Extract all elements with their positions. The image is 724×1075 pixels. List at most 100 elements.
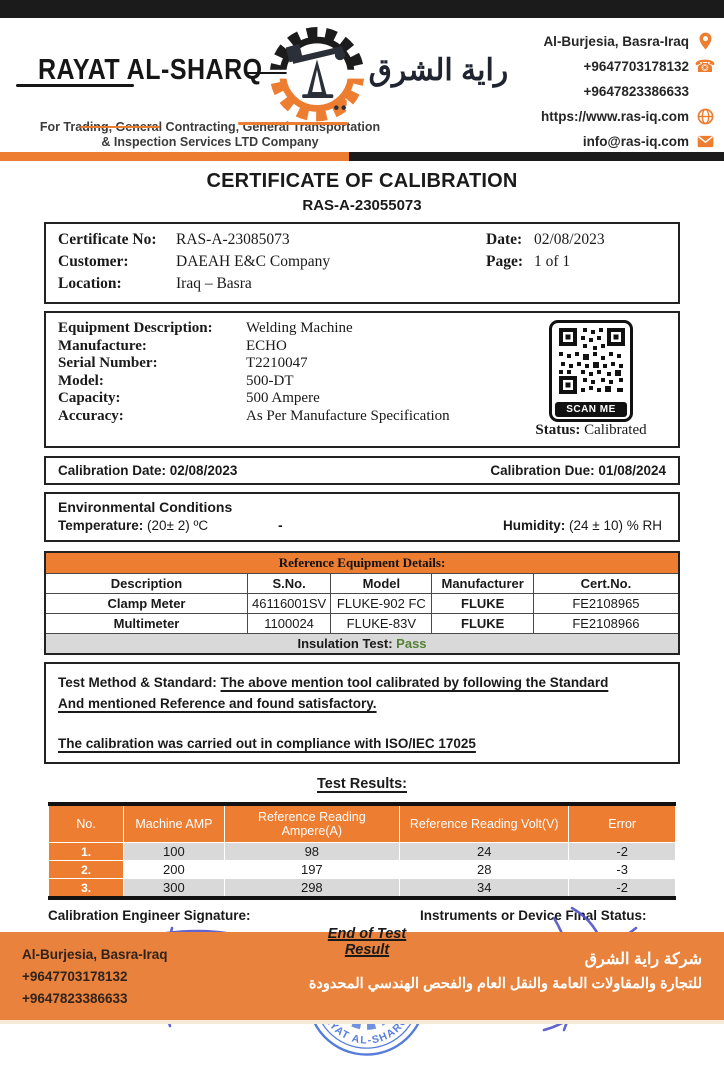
company-logo: RAYAT AL-SHARQ <box>10 22 508 152</box>
divider-black-segment <box>348 152 724 161</box>
test-method-line2: And mentioned Reference and found satisf… <box>58 693 666 714</box>
footer-phone2: +9647823386633 <box>22 991 128 1006</box>
qr-status-column: SCAN ME Status: Calibrated <box>516 320 666 439</box>
document-header: RAYAT AL-SHARQ <box>0 18 724 152</box>
tagline-line2: & Inspection Services LTD Company <box>101 135 319 149</box>
result3-no: 3. <box>47 878 125 899</box>
equipment-fields: Equipment Description: Welding Machine M… <box>58 320 516 439</box>
ref-row2-model: FLUKE-83V <box>330 613 433 634</box>
icon-spacer <box>696 82 714 100</box>
logo-text-en: RAYAT AL-SHARQ <box>38 53 263 86</box>
result3-volt: 34 <box>399 878 570 899</box>
reference-equipment-table: Reference Equipment Details: Description… <box>44 551 680 655</box>
contact-info: Al-Burjesia, Basra-Iraq +9647703178132 ☎… <box>541 22 716 152</box>
ref-row1-manufacturer: FLUKE <box>431 593 534 614</box>
contact-phone-1: +9647703178132 ☎ <box>541 55 716 77</box>
results-header-row: No. Machine AMP Reference Reading Ampere… <box>47 803 676 843</box>
footer-company-desc-ar: للتجارة والمقاولات العامة والنقل العام و… <box>308 976 702 992</box>
method-box-spacer <box>58 714 666 733</box>
capacity-row: Capacity: 500 Ampere <box>58 390 516 408</box>
logo-row: RAYAT AL-SHARQ <box>10 22 508 128</box>
manufacture-value: ECHO <box>246 337 287 354</box>
ref-row1-sno: 46116001SV <box>246 593 332 614</box>
contact-address-text: Al-Burjesia, Basra-Iraq <box>543 33 689 49</box>
model-row: Model: 500-DT <box>58 373 516 391</box>
page-value: 1 of 1 <box>534 253 571 270</box>
result1-no: 1. <box>47 842 125 861</box>
result1-amp: 100 <box>123 842 225 861</box>
logo-line-left <box>16 84 134 87</box>
certificate-no-label: Certificate No: <box>58 231 157 248</box>
certificate-no-value: RAS-A-23085073 <box>176 231 290 248</box>
certificate-info-right: Date: 02/08/2023 Page: 1 of 1 <box>486 229 666 295</box>
ref-row1-certno: FE2108965 <box>532 593 680 614</box>
serial-number-value: T2210047 <box>246 355 308 371</box>
contact-website[interactable]: https://www.ras-iq.com <box>541 105 714 127</box>
date-row: Date: 02/08/2023 <box>486 229 666 251</box>
col-description: Description <box>44 573 248 594</box>
humidity-value: (24 ± 10) % RH <box>569 518 662 533</box>
calibration-date-value: 02/08/2023 <box>169 463 238 478</box>
capacity-label: Capacity: <box>58 390 121 406</box>
insulation-test-label: Insulation Test <box>297 636 389 651</box>
divider-orange-segment <box>0 152 349 161</box>
header-divider-bar <box>0 152 724 161</box>
ref-row2-description: Multimeter <box>44 613 248 634</box>
humidity-pair: Humidity: (24 ± 10) % RH <box>503 518 666 533</box>
test-results-table: No. Machine AMP Reference Reading Ampere… <box>47 802 676 900</box>
location-row: Location: Iraq – Basra <box>58 273 486 295</box>
table-row: Clamp Meter 46116001SV FLUKE-902 FC FLUK… <box>44 593 680 614</box>
certificate-number-title: RAS-A-23055073 <box>302 197 422 214</box>
insulation-test-row: Insulation Test: Pass <box>44 633 680 655</box>
customer-value: DAEAH E&C Company <box>176 253 331 270</box>
top-black-bar <box>0 0 724 18</box>
equipment-description-label: Equipment Description: <box>58 320 213 336</box>
reference-title-row: Reference Equipment Details: <box>44 551 680 574</box>
ref-row2-sno: 1100024 <box>246 613 332 634</box>
footer-phone1: +9647703178132 <box>22 969 128 984</box>
date-label: Date: <box>486 231 523 248</box>
result3-error: -2 <box>568 878 676 899</box>
result1-volt: 24 <box>399 842 570 861</box>
test-method-label: Test Method & Standard: <box>58 675 217 690</box>
footer-company-name-ar: شركة راية الشرق <box>584 951 702 968</box>
col-manufacturer: Manufacturer <box>431 573 534 594</box>
col-model: Model <box>330 573 433 594</box>
customer-label: Customer: <box>58 253 129 270</box>
document-footer: Al-Burjesia, Basra-Iraq +9647703178132 +… <box>0 932 724 1024</box>
result1-ampere: 98 <box>223 842 401 861</box>
location-label: Location: <box>58 275 122 292</box>
result2-error: -3 <box>568 860 676 879</box>
contact-email[interactable]: info@ras-iq.com <box>541 130 714 152</box>
table-row: 1. 100 98 24 -2 <box>47 842 676 861</box>
calibration-date-label: Calibration Date: <box>58 463 167 478</box>
result2-no: 2. <box>47 860 125 879</box>
table-row: 3. 300 298 34 -2 <box>47 878 676 899</box>
status-value: Calibrated <box>584 422 647 438</box>
contact-email-text[interactable]: info@ras-iq.com <box>582 133 689 149</box>
temperature-label: Temperature: <box>58 518 144 533</box>
col-certno: Cert.No. <box>532 573 680 594</box>
qr-code[interactable]: SCAN ME <box>549 320 633 422</box>
footer-address: Al-Burjesia, Basra-Iraq <box>22 947 168 962</box>
location-pin-icon <box>696 32 714 50</box>
oil-pump-gear-icon <box>265 16 369 128</box>
calibration-date: Calibration Date: 02/08/2023 <box>58 463 237 478</box>
phone-icon: ☎ <box>694 56 716 76</box>
calibration-due: Calibration Due: 01/08/2024 <box>490 463 666 478</box>
temperature-value: (20± 2) ºC <box>147 518 209 533</box>
insulation-test-cell: Insulation Test: Pass <box>44 633 680 655</box>
contact-phone-2: +9647823386633 <box>541 80 714 102</box>
scan-me-label: SCAN ME <box>555 402 627 417</box>
test-results-heading: Test Results: <box>317 776 407 792</box>
engineer-signature-label: Calibration Engineer Signature: <box>48 908 251 923</box>
contact-address: Al-Burjesia, Basra-Iraq <box>541 30 714 52</box>
contact-website-text[interactable]: https://www.ras-iq.com <box>540 108 689 124</box>
col-ref-ampere: Reference Reading Ampere(A) <box>223 803 401 843</box>
col-machine-amp: Machine AMP <box>123 803 225 843</box>
model-value: 500-DT <box>246 372 294 389</box>
capacity-value: 500 Ampere <box>246 390 320 406</box>
table-row: Multimeter 1100024 FLUKE-83V FLUKE FE210… <box>44 613 680 634</box>
manufacture-label: Manufacture: <box>58 337 147 354</box>
contact-phone1-text: +9647703178132 <box>583 58 690 74</box>
